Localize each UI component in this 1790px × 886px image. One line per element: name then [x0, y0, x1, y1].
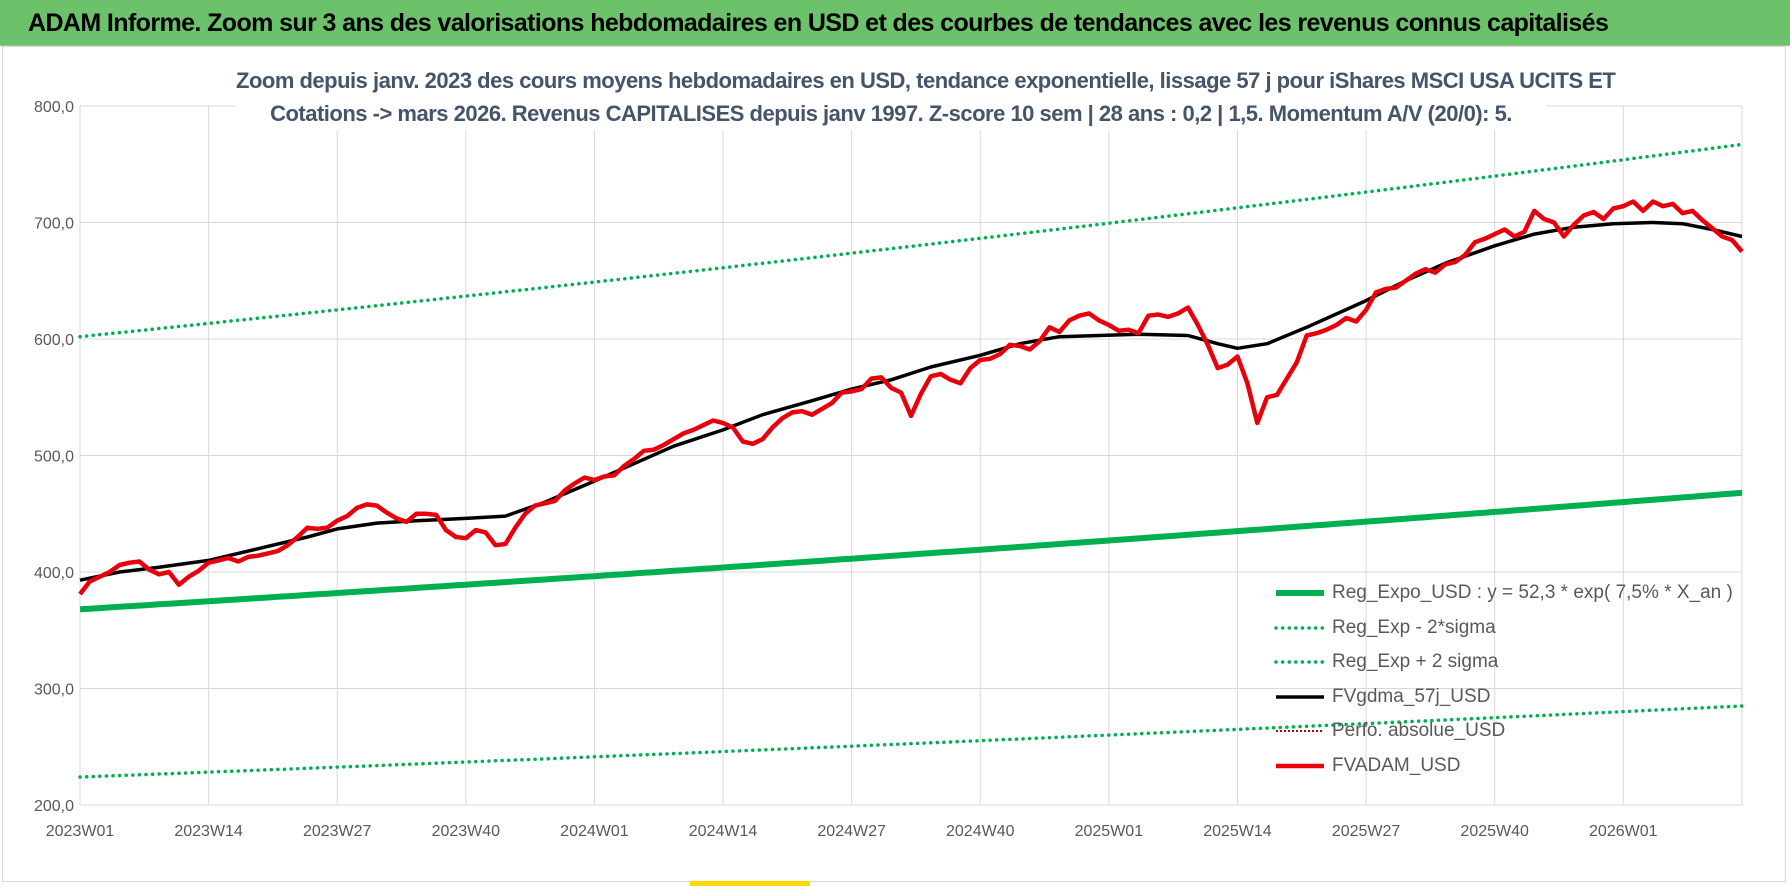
y-tick-label: 300,0: [34, 682, 74, 699]
legend-swatch: [1274, 626, 1326, 630]
legend-swatch: [1276, 590, 1324, 597]
legend-swatch: [1276, 730, 1324, 733]
chart-legend: Reg_Expo_USD : y = 52,3 * exp( 7,5% * X_…: [1272, 576, 1742, 783]
series-line: [79, 220, 1743, 582]
series-line: [78, 142, 1744, 339]
legend-swatch: [1276, 695, 1324, 699]
chart-title-line-1: Zoom depuis janv. 2023 des cours moyens …: [236, 68, 1616, 93]
legend-label: Reg_Exp + 2 sigma: [1332, 651, 1499, 673]
y-tick-label: 400,0: [34, 565, 74, 582]
x-tick-label: 2023W27: [303, 823, 372, 840]
x-tick-label: 2024W14: [689, 823, 758, 840]
x-tick-label: 2026W01: [1589, 823, 1658, 840]
legend-label: FVADAM_USD: [1332, 754, 1461, 776]
y-tick-label: 600,0: [34, 332, 74, 349]
x-tick-label: 2025W14: [1203, 823, 1272, 840]
legend-item: Reg_Expo_USD : y = 52,3 * exp( 7,5% * X_…: [1272, 576, 1742, 611]
series-line: [78, 199, 1744, 596]
legend-swatch: [1276, 763, 1324, 768]
legend-item: FVADAM_USD: [1272, 749, 1742, 784]
x-tick-label: 2023W14: [174, 823, 243, 840]
y-tick-label: 700,0: [34, 216, 74, 233]
series-line: [78, 704, 1744, 779]
legend-label: Perfo. absolue_USD: [1332, 720, 1506, 742]
bottom-accent-mark: [690, 881, 810, 886]
y-tick-label: 200,0: [34, 798, 74, 815]
chart-frame: [2, 46, 1786, 882]
legend-item: FVgdma_57j_USD: [1272, 680, 1742, 715]
x-tick-label: 2025W01: [1075, 823, 1144, 840]
x-tick-label: 2024W40: [946, 823, 1015, 840]
y-tick-label: 500,0: [34, 449, 74, 466]
legend-item: Perfo. absolue_USD: [1272, 714, 1742, 749]
x-tick-label: 2024W27: [817, 823, 886, 840]
legend-item: Reg_Exp + 2 sigma: [1272, 645, 1742, 680]
legend-swatch: [1274, 660, 1326, 664]
legend-label: Reg_Exp - 2*sigma: [1332, 616, 1496, 638]
x-tick-label: 2025W40: [1460, 823, 1529, 840]
chart-title: Zoom depuis janv. 2023 des cours moyens …: [236, 64, 1616, 130]
legend-label: FVgdma_57j_USD: [1332, 685, 1491, 707]
x-tick-label: 2023W40: [432, 823, 501, 840]
y-tick-label: 800,0: [34, 99, 74, 116]
x-tick-label: 2023W01: [46, 823, 115, 840]
chart-title-line-2: Cotations -> mars 2026. Revenus CAPITALI…: [270, 101, 1512, 126]
report-banner-title: ADAM Informe. Zoom sur 3 ans des valoris…: [0, 0, 1790, 46]
series-line: [79, 489, 1743, 613]
legend-item: Reg_Exp - 2*sigma: [1272, 611, 1742, 646]
x-tick-label: 2024W01: [560, 823, 629, 840]
x-tick-label: 2025W27: [1332, 823, 1401, 840]
legend-label: Reg_Expo_USD : y = 52,3 * exp( 7,5% * X_…: [1332, 582, 1733, 604]
